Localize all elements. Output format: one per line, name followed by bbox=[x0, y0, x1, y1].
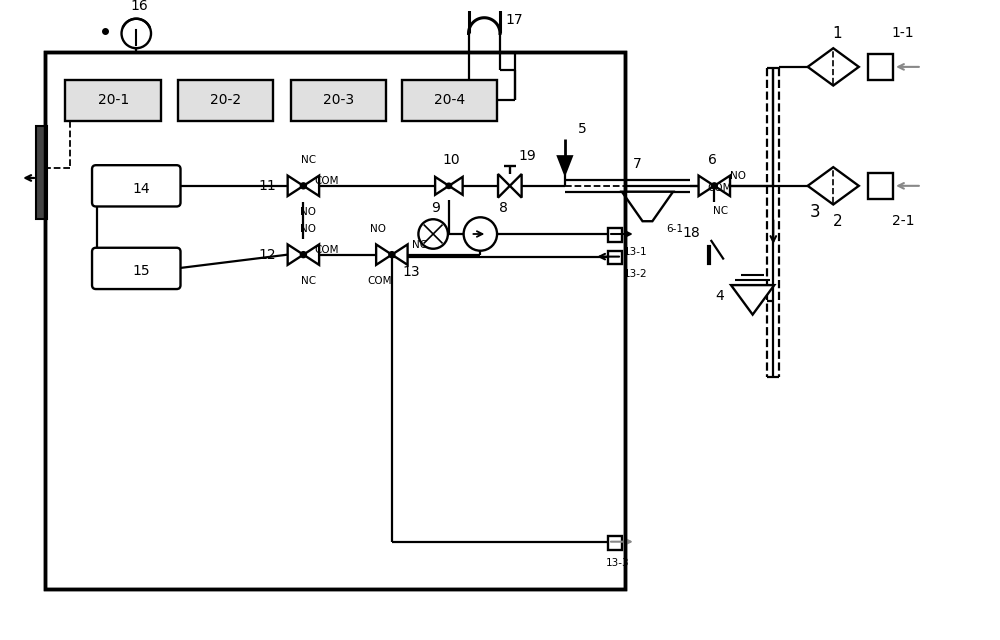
Polygon shape bbox=[731, 285, 774, 315]
Circle shape bbox=[301, 183, 306, 188]
Polygon shape bbox=[510, 174, 522, 198]
Text: NC: NC bbox=[412, 240, 427, 250]
Circle shape bbox=[712, 183, 717, 188]
Text: 17: 17 bbox=[505, 13, 523, 27]
Text: 19: 19 bbox=[519, 149, 536, 163]
Text: 11: 11 bbox=[258, 179, 276, 193]
Text: COM: COM bbox=[315, 176, 339, 186]
Text: 2-1: 2-1 bbox=[892, 214, 914, 228]
Text: 12: 12 bbox=[258, 248, 276, 262]
Text: 20-3: 20-3 bbox=[323, 93, 354, 108]
Text: NO: NO bbox=[370, 224, 386, 234]
Text: 2: 2 bbox=[833, 214, 843, 228]
Text: COM: COM bbox=[707, 183, 731, 193]
Text: NO: NO bbox=[300, 207, 316, 218]
Bar bbox=[868, 54, 893, 79]
Circle shape bbox=[389, 252, 394, 257]
Circle shape bbox=[418, 220, 448, 249]
Bar bbox=[65, 79, 161, 121]
Polygon shape bbox=[808, 48, 859, 86]
Text: 7: 7 bbox=[633, 157, 642, 172]
Text: 5: 5 bbox=[578, 122, 587, 136]
Polygon shape bbox=[392, 244, 408, 265]
Text: 13: 13 bbox=[403, 266, 420, 279]
Text: 14: 14 bbox=[132, 182, 150, 196]
Polygon shape bbox=[714, 175, 730, 196]
Text: 20-4: 20-4 bbox=[434, 93, 465, 108]
Text: 15: 15 bbox=[132, 264, 150, 278]
Text: 13-3: 13-3 bbox=[606, 558, 630, 568]
Polygon shape bbox=[288, 175, 303, 196]
Polygon shape bbox=[699, 175, 714, 196]
Text: 8: 8 bbox=[499, 202, 508, 216]
FancyBboxPatch shape bbox=[92, 165, 181, 207]
Text: NO: NO bbox=[300, 224, 316, 234]
Text: 3: 3 bbox=[809, 204, 820, 221]
Circle shape bbox=[301, 252, 306, 257]
Bar bbox=[178, 79, 273, 121]
Text: 20-1: 20-1 bbox=[98, 93, 129, 108]
Bar bbox=[45, 52, 625, 589]
Text: 20-2: 20-2 bbox=[210, 93, 241, 108]
Circle shape bbox=[447, 184, 451, 188]
Bar bbox=[36, 126, 47, 220]
Text: 13-1: 13-1 bbox=[624, 246, 647, 257]
Polygon shape bbox=[558, 156, 572, 174]
Text: COM: COM bbox=[315, 244, 339, 255]
Bar bbox=[45, 52, 625, 589]
Polygon shape bbox=[622, 192, 673, 221]
Polygon shape bbox=[498, 174, 510, 198]
Bar bbox=[608, 251, 622, 264]
Text: NC: NC bbox=[301, 276, 316, 286]
Text: 13-2: 13-2 bbox=[624, 269, 647, 279]
Polygon shape bbox=[376, 244, 392, 265]
Polygon shape bbox=[435, 177, 449, 195]
Text: 18: 18 bbox=[683, 226, 701, 240]
Text: 9: 9 bbox=[431, 202, 440, 216]
Bar bbox=[868, 173, 893, 198]
Text: NC: NC bbox=[301, 156, 316, 165]
Bar bbox=[608, 536, 622, 550]
Text: NO: NO bbox=[730, 171, 746, 181]
Polygon shape bbox=[808, 167, 859, 205]
Polygon shape bbox=[449, 177, 463, 195]
Text: 10: 10 bbox=[442, 153, 460, 167]
Text: 1: 1 bbox=[832, 26, 842, 41]
Text: 16: 16 bbox=[130, 0, 148, 13]
Bar bbox=[402, 79, 497, 121]
Circle shape bbox=[464, 218, 497, 251]
Polygon shape bbox=[288, 244, 303, 265]
Bar bbox=[608, 228, 622, 242]
FancyBboxPatch shape bbox=[92, 248, 181, 289]
Text: 4: 4 bbox=[715, 289, 724, 303]
Bar bbox=[291, 79, 386, 121]
Text: 1-1: 1-1 bbox=[892, 26, 914, 40]
Circle shape bbox=[122, 19, 151, 48]
Text: COM: COM bbox=[368, 276, 392, 286]
Polygon shape bbox=[303, 244, 319, 265]
Polygon shape bbox=[303, 175, 319, 196]
Text: 6-1: 6-1 bbox=[666, 224, 683, 234]
Text: 6: 6 bbox=[708, 153, 717, 167]
Text: NC: NC bbox=[713, 206, 728, 216]
